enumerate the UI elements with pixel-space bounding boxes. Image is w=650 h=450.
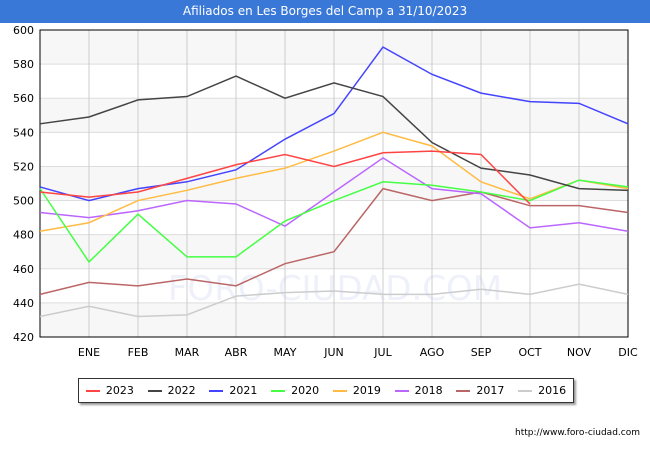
y-tick-label: 500 (13, 195, 34, 208)
x-tick-label: ABR (225, 346, 248, 359)
legend-swatch (394, 389, 409, 392)
footer-url[interactable]: http://www.foro-ciudad.com (515, 428, 640, 438)
x-tick-label: SEP (471, 346, 492, 359)
legend-label: 2023 (105, 384, 134, 397)
legend-swatch (271, 389, 286, 392)
legend-swatch (332, 389, 347, 392)
legend-swatch (518, 389, 533, 392)
plot-frame (39, 29, 629, 338)
legend-label: 2020 (291, 384, 320, 397)
x-tick-label: NOV (567, 346, 592, 359)
y-tick-label: 540 (13, 126, 34, 139)
legend-item-2023: 2023 (85, 384, 134, 397)
legend-item-2020: 2020 (271, 384, 319, 397)
y-tick-label: 520 (13, 160, 34, 173)
x-tick-label: FEB (128, 346, 149, 359)
x-tick-label: MAY (274, 346, 297, 359)
series-line-2019 (39, 131, 629, 232)
x-tick-label: OCT (518, 346, 541, 359)
legend-item-2018: 2018 (394, 384, 443, 397)
legend-item-2019: 2019 (332, 384, 381, 397)
chart-title: Afiliados en Les Borges del Camp a 31/10… (0, 0, 650, 23)
legend-label: 2021 (229, 384, 258, 397)
series-line-2016 (39, 283, 629, 318)
legend-swatch (456, 389, 471, 392)
y-tick-label: 440 (13, 297, 34, 310)
series-line-2021 (39, 46, 629, 202)
legend-swatch (85, 389, 100, 392)
legend-label: 2017 (476, 384, 505, 397)
series-line-2020 (39, 179, 629, 264)
x-tick-label: MAR (175, 346, 200, 359)
y-tick-label: 560 (13, 92, 34, 105)
legend-swatch (147, 389, 162, 392)
legend-label: 2018 (414, 384, 443, 397)
legend: 2023 2022 2021 2020 2019 2018 2017 2016 (78, 378, 574, 403)
series-line-2023 (39, 150, 531, 205)
y-tick-label: 460 (13, 263, 34, 276)
y-tick-label: 420 (13, 331, 34, 344)
y-tick-label: 600 (13, 24, 34, 37)
x-tick-label: JUL (373, 346, 392, 359)
legend-item-2021: 2021 (209, 384, 257, 397)
legend-label: 2016 (538, 384, 567, 397)
legend-label: 2019 (352, 384, 381, 397)
x-tick-label: JUN (323, 346, 344, 359)
legend-swatch (209, 389, 224, 392)
series-line-2018 (39, 157, 629, 232)
legend-item-2017: 2017 (456, 384, 504, 397)
y-tick-label: 480 (13, 229, 34, 242)
legend-label: 2022 (167, 384, 196, 397)
watermark: FORO-CIUDAD.COM (168, 269, 502, 309)
x-tick-label: DIC (618, 346, 638, 359)
x-tick-label: AGO (420, 346, 445, 359)
legend-item-2016: 2016 (518, 384, 566, 397)
x-tick-label: ENE (78, 346, 100, 359)
series-line-2017 (39, 187, 629, 296)
y-tick-label: 580 (13, 58, 34, 71)
legend-item-2022: 2022 (147, 384, 196, 397)
series-line-2022 (39, 75, 629, 192)
